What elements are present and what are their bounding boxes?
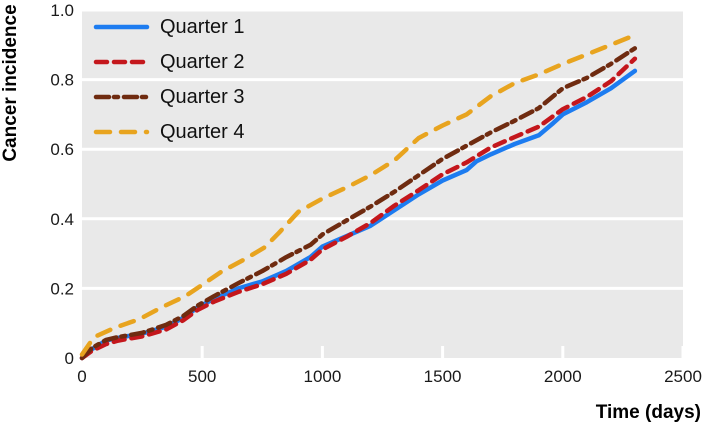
legend-swatch-quarter-1: [93, 24, 150, 29]
y-tick-label-1.0: 1.0: [50, 1, 74, 20]
x-axis-title: Time (days): [595, 402, 701, 423]
y-tick-label-0.8: 0.8: [50, 71, 74, 90]
y-tick-label-0.6: 0.6: [50, 140, 74, 159]
y-axis-title: Cancer incidence: [0, 4, 21, 162]
legend-label: Quarter 4: [160, 120, 245, 143]
legend-swatch-quarter-4: [93, 129, 150, 134]
plot-panel: [82, 10, 683, 358]
legend-item-quarter-3: Quarter 3: [93, 79, 244, 114]
legend-item-quarter-2: Quarter 2: [93, 44, 244, 79]
legend-label: Quarter 1: [160, 15, 245, 38]
y-tick-label-0.2: 0.2: [50, 279, 74, 298]
series-line-quarter-3: [79, 46, 638, 361]
legend-item-quarter-1: Quarter 1: [93, 9, 244, 44]
y-tick-label-0: 0: [65, 349, 74, 368]
y-tick-label-0.4: 0.4: [50, 210, 74, 229]
x-tick-label-2500: 2500: [664, 367, 702, 386]
x-tick-label-1500: 1500: [424, 367, 462, 386]
x-tick-label-1000: 1000: [303, 367, 341, 386]
legend-item-quarter-4: Quarter 4: [93, 114, 244, 149]
legend-label: Quarter 2: [160, 50, 245, 73]
x-tick-label-500: 500: [188, 367, 216, 386]
x-tick-label-0: 0: [77, 367, 86, 386]
legend-label: Quarter 3: [160, 85, 245, 108]
legend-swatch-quarter-3: [93, 94, 150, 99]
x-tick-label-2000: 2000: [544, 367, 582, 386]
legend: Quarter 1 Quarter 2 Quarter 3 Quarter 4: [93, 9, 244, 149]
legend-swatch-quarter-2: [93, 59, 150, 64]
series-line-quarter-2: [79, 56, 638, 361]
series-line-quarter-4: [79, 32, 638, 357]
